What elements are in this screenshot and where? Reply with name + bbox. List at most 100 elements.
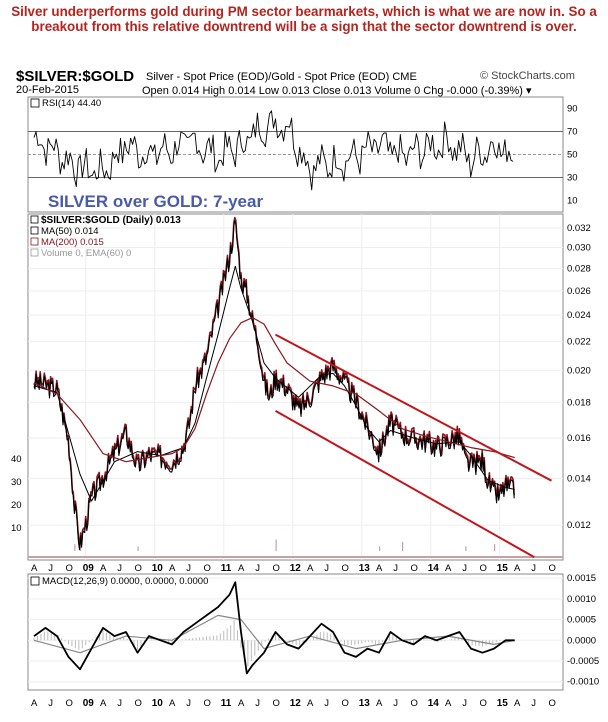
- macd-x-tick-label: 11: [221, 698, 232, 709]
- volume-bar: [137, 546, 139, 551]
- macd-line: [33, 581, 515, 675]
- price-panel: 0.012 0.014 0.016 0.018 0.020 0.022 0.024 0.026…: [11, 213, 591, 561]
- rsi-y-tick-label: 50: [567, 150, 578, 161]
- volume-bar: [402, 541, 404, 551]
- macd-x-tick-label: O: [135, 698, 142, 709]
- macd-frame: [27, 573, 564, 691]
- macd-x-tick-label: O: [549, 698, 556, 709]
- price-x-tick-label: A: [238, 563, 245, 574]
- macd-y-tick-label: 0.0000: [567, 635, 596, 646]
- chart-date: 20-Feb-2015: [16, 84, 79, 96]
- price-legend-text: Volume 0, EMA(60) 0: [41, 248, 131, 259]
- price-frame: [27, 213, 564, 561]
- price-y-tick-label: 0.024: [567, 310, 591, 321]
- overlay-title: SILVER over GOLD: 7-year: [48, 192, 264, 211]
- macd-x-tick-label: 13: [359, 698, 371, 709]
- macd-x-tick-label: 09: [83, 698, 95, 709]
- price-y-tick-label: 0.026: [567, 286, 591, 297]
- ohlc-readout: Open 0.014 High 0.014 Low 0.013 Close 0.…: [142, 85, 532, 97]
- macd-x-tick-label: A: [100, 698, 107, 709]
- macd-x-tick-label: O: [411, 698, 418, 709]
- macd-legend-swatch: [30, 576, 40, 586]
- price-x-tick-label: O: [135, 563, 142, 574]
- price-legend-swatch: [30, 226, 39, 235]
- macd-y-tick-label: -0.0010: [567, 677, 599, 688]
- volume-bar: [379, 546, 381, 551]
- price-x-tick-label: A: [100, 563, 107, 574]
- volume-tick-label: 30: [11, 477, 22, 488]
- price-x-tick-label: A: [307, 563, 314, 574]
- upper-trendline: [275, 333, 552, 482]
- macd-x-tick-label: J: [48, 698, 53, 709]
- price-x-tick-label: A: [514, 563, 521, 574]
- ma50-line: [33, 265, 515, 502]
- price-line: [33, 220, 515, 551]
- rsi-legend-swatch: [30, 98, 40, 108]
- volume-bar: [494, 544, 496, 551]
- price-x-tick-label: 09: [83, 563, 95, 574]
- macd-x-tick-label: A: [169, 698, 176, 709]
- macd-x-tick-label: A: [31, 698, 38, 709]
- macd-x-tick-label: A: [307, 698, 314, 709]
- price-x-tick-label: 12: [290, 563, 302, 574]
- macd-x-tick-label: 14: [428, 698, 440, 709]
- price-x-tick-label: A: [376, 563, 383, 574]
- price-legend-swatch: [30, 215, 39, 224]
- macd-x-tick-label: O: [342, 698, 349, 709]
- price-legend-swatch: [30, 248, 39, 257]
- price-x-tick-label: A: [169, 563, 176, 574]
- price-x-tick-label: J: [324, 563, 329, 574]
- price-x-tick-label: A: [31, 563, 38, 574]
- price-legend-text: $SILVER:$GOLD (Daily) 0.013: [41, 215, 181, 226]
- price-x-tick-label: J: [393, 563, 398, 574]
- price-y-tick-label: 0.014: [567, 474, 591, 485]
- x-axis: AAJJOO0909AAJJOO1010AAJJOO1111AAJJOO1212…: [31, 563, 556, 709]
- macd-x-tick-label: 10: [152, 698, 164, 709]
- rsi-line: [33, 110, 514, 191]
- price-y-tick-label: 0.032: [567, 223, 591, 234]
- volume-tick-label: 10: [11, 523, 22, 534]
- price-y-tick-label: 0.018: [567, 397, 591, 408]
- macd-y-tick-label: 0.0010: [567, 594, 596, 605]
- price-x-tick-label: 15: [497, 563, 509, 574]
- macd-y-tick-label: -0.0005: [567, 656, 599, 667]
- price-x-tick-label: 13: [359, 563, 371, 574]
- macd-panel: -0.0010 -0.0005 0.0000 0.0005 0.0010 0.0015 MA…: [27, 573, 599, 691]
- symbol-description: Silver - Spot Price (EOD)/Gold - Spot Pr…: [146, 71, 417, 83]
- price-y-tick-label: 0.022: [567, 336, 591, 347]
- macd-x-tick-label: J: [186, 698, 191, 709]
- price-y-tick-label: 0.012: [567, 520, 591, 531]
- macd-x-tick-label: A: [514, 698, 521, 709]
- brand-watermark: © StockCharts.com: [480, 70, 575, 82]
- rsi-panel: 10 30 50 70 90 RSI(14) 44.40: [27, 96, 578, 213]
- macd-x-tick-label: J: [531, 698, 536, 709]
- price-legend-text: MA(200) 0.015: [41, 237, 104, 248]
- ma200-line: [33, 317, 515, 463]
- rsi-y-tick-label: 10: [567, 196, 578, 207]
- rsi-y-tick-label: 70: [567, 127, 578, 138]
- macd-legend-text: MACD(12,26,9) 0.0000, 0.0000, 0.0000: [42, 576, 208, 587]
- headline: Silver underperforms gold during PM sect…: [11, 4, 597, 34]
- rsi-legend-text: RSI(14) 44.40: [42, 98, 101, 109]
- price-x-tick-label: O: [480, 563, 487, 574]
- volume-bar: [74, 544, 76, 551]
- macd-y-tick-label: 0.0005: [567, 615, 596, 626]
- price-x-tick-label: 14: [428, 563, 440, 574]
- macd-x-tick-label: J: [324, 698, 329, 709]
- rsi-y-tick-label: 30: [567, 173, 578, 184]
- price-x-tick-label: O: [411, 563, 418, 574]
- price-x-tick-label: J: [186, 563, 191, 574]
- symbol: $SILVER:$GOLD: [16, 68, 135, 85]
- price-x-tick-label: O: [273, 563, 280, 574]
- price-legend-text: MA(50) 0.014: [41, 226, 99, 237]
- volume-tick-label: 40: [11, 454, 22, 465]
- price-y-tick-label: 0.020: [567, 365, 591, 376]
- macd-x-tick-label: O: [66, 698, 73, 709]
- price-x-tick-label: J: [462, 563, 467, 574]
- lower-trendline: [275, 409, 535, 559]
- price-y-tick-label: 0.030: [567, 242, 591, 253]
- macd-x-tick-label: A: [445, 698, 452, 709]
- macd-x-tick-label: 12: [290, 698, 302, 709]
- macd-x-tick-label: J: [255, 698, 260, 709]
- volume-bar: [275, 539, 277, 551]
